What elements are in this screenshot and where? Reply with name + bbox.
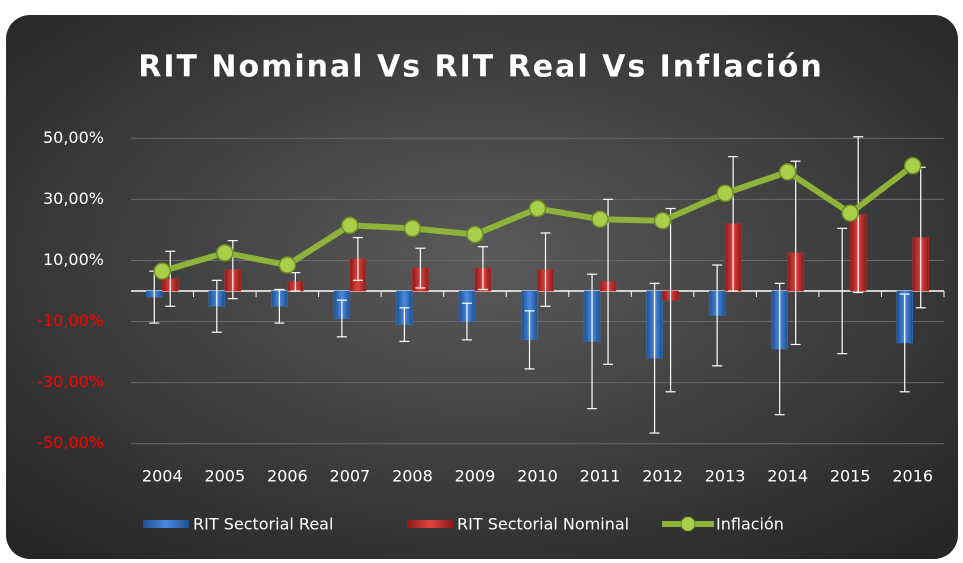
marker <box>841 204 859 222</box>
error-bar <box>165 250 176 307</box>
error-bar <box>290 272 301 292</box>
error-bar <box>461 302 472 341</box>
x-tick-label: 2014 <box>767 467 808 486</box>
error-bar <box>274 288 285 324</box>
y-tick-label: -10,00% <box>37 311 104 330</box>
chart-title: RIT Nominal Vs RIT Real Vs Inflación <box>138 50 824 85</box>
error-bar <box>837 227 848 355</box>
x-tick-label: 2009 <box>455 467 496 486</box>
x-tick-label: 2004 <box>142 467 183 486</box>
x-tick-label: 2012 <box>642 467 683 486</box>
marker <box>403 219 422 238</box>
y-tick-label: 10,00% <box>43 250 104 269</box>
error-bar <box>649 282 660 434</box>
x-tick-label: 2016 <box>892 467 933 486</box>
marker <box>778 163 797 181</box>
legend-swatch <box>143 520 189 528</box>
x-tick-label: 2015 <box>830 467 871 486</box>
x-tick-label: 2008 <box>392 467 433 486</box>
marker <box>716 184 734 203</box>
error-bar <box>352 236 363 281</box>
marker <box>153 262 172 280</box>
marker <box>466 225 484 244</box>
error-bar <box>399 307 410 342</box>
error-bar <box>415 247 426 289</box>
error-bar <box>603 198 614 365</box>
error-bar <box>712 264 723 367</box>
error-bar <box>728 156 739 292</box>
error-bar <box>336 299 347 338</box>
legend-label: RIT Sectorial Real <box>193 515 333 534</box>
marker <box>278 256 297 274</box>
x-tick-label: 2005 <box>204 467 245 486</box>
y-tick-label: -30,00% <box>37 372 104 391</box>
marker <box>591 210 609 228</box>
marker <box>341 216 359 235</box>
marker <box>216 244 234 262</box>
legend-marker <box>680 516 696 532</box>
x-tick-label: 2007 <box>330 467 371 486</box>
error-bar <box>477 246 488 291</box>
y-tick-label: 30,00% <box>43 189 104 208</box>
legend-label: RIT Sectorial Nominal <box>457 515 629 534</box>
y-tick-label: 50,00% <box>43 128 104 147</box>
legend-label: Inflación <box>716 515 784 534</box>
error-bar <box>899 293 910 393</box>
error-bar <box>665 207 676 393</box>
marker <box>528 199 547 218</box>
error-bar <box>540 232 551 307</box>
error-bar <box>790 160 801 346</box>
legend-swatch <box>407 520 453 528</box>
marker <box>903 157 922 175</box>
error-bar <box>587 273 598 410</box>
x-tick-label: 2010 <box>517 467 558 486</box>
x-tick-label: 2006 <box>267 467 308 486</box>
error-bar <box>211 279 222 333</box>
x-tick-label: 2011 <box>580 467 621 486</box>
y-tick-label: -50,00% <box>37 433 104 452</box>
x-tick-label: 2013 <box>705 467 746 486</box>
marker <box>653 211 672 230</box>
error-bar <box>524 310 535 370</box>
error-bar <box>774 282 785 416</box>
